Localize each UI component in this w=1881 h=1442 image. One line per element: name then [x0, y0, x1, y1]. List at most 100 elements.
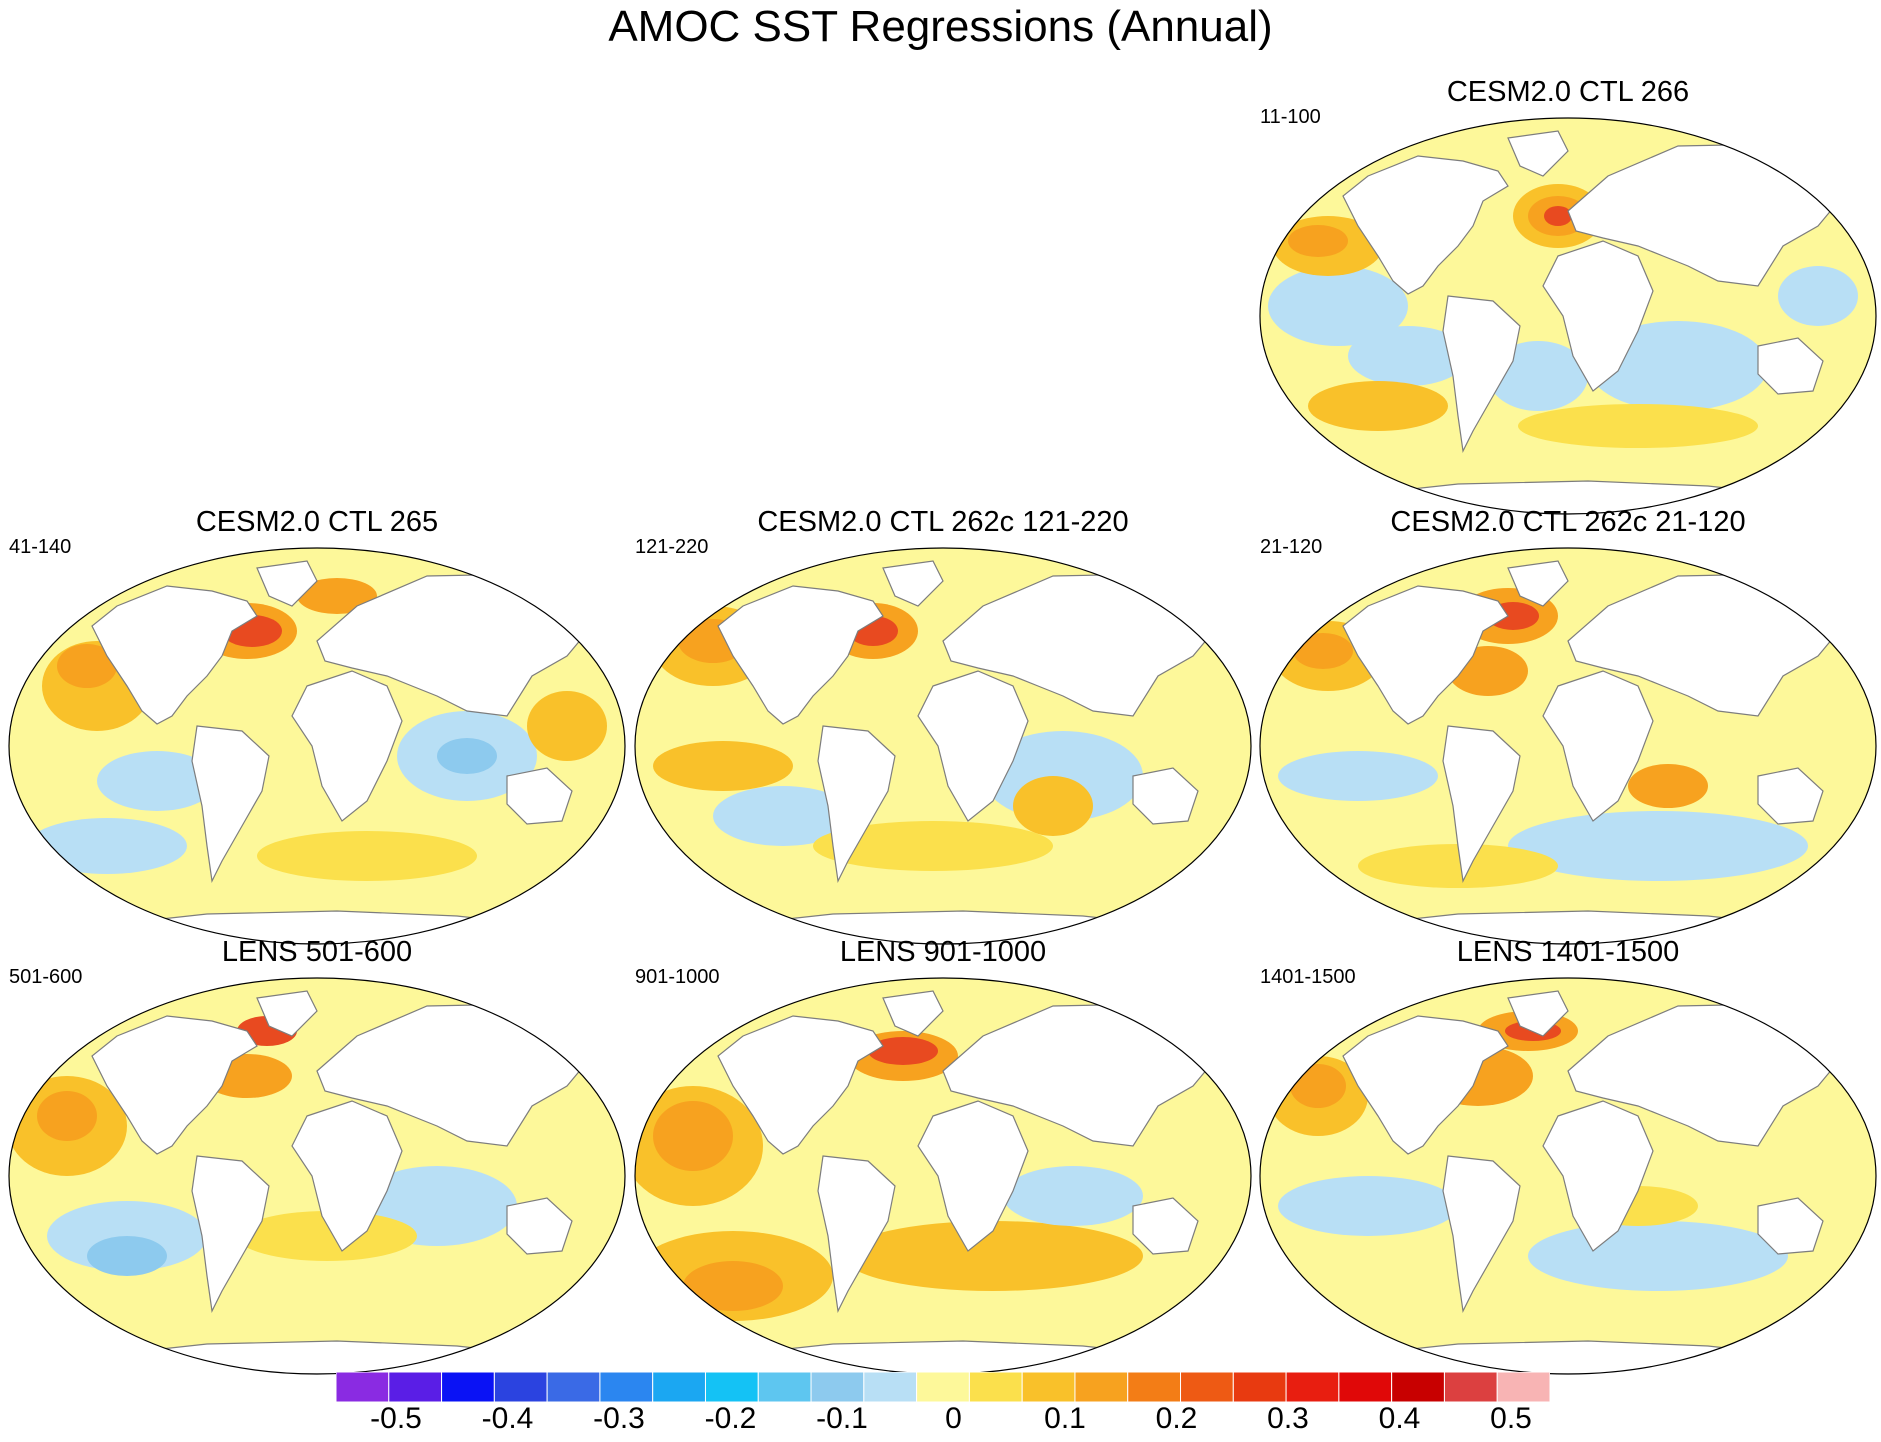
figure-title: AMOC SST Regressions (Annual): [608, 2, 1273, 51]
south-america-landmass: [191, 725, 270, 883]
greenland-landmass: [1507, 560, 1569, 607]
australia-landmass: [1757, 337, 1824, 395]
sst-anomaly-region: [813, 821, 1053, 871]
north-america-landmass: [717, 585, 884, 725]
australia-landmass: [506, 1197, 573, 1255]
panel-year-range: 121-220: [635, 536, 709, 558]
sst-anomaly-region: [527, 691, 607, 761]
panel-title: LENS 501-600: [221, 936, 413, 968]
colorbar-tick-label: -0.1: [816, 1402, 868, 1435]
map-panel-ctl262c-121: CESM2.0 CTL 262c 121-220 121-220: [633, 506, 1253, 946]
map-panel-lens501: LENS 501-600 501-600: [7, 936, 627, 1376]
sst-anomaly-region: [713, 786, 853, 846]
africa-landmass: [1542, 670, 1654, 822]
sst-anomaly-region: [843, 1221, 1143, 1291]
colorbar-swatch: [336, 1372, 390, 1402]
colorbar-swatch: [810, 1372, 865, 1402]
sst-anomaly-region: [1518, 404, 1758, 448]
colorbar-swatch: [1391, 1372, 1445, 1402]
greenland-landmass: [1507, 130, 1569, 177]
sst-field: [1260, 118, 1876, 514]
panel-title: CESM2.0 CTL 262c 21-120: [1390, 506, 1746, 538]
colorbar-swatch: [1232, 1372, 1287, 1402]
south-america-landmass: [1442, 295, 1521, 453]
sst-anomaly-region: [1288, 225, 1348, 257]
world-map: [1259, 977, 1877, 1375]
colorbar-tick-label: 0: [945, 1402, 962, 1435]
world-map: [8, 547, 626, 945]
world-map: [1259, 547, 1877, 945]
south-america-landmass: [817, 1155, 896, 1313]
australia-landmass: [1757, 1197, 1824, 1255]
colorbar-tick-label: -0.4: [481, 1402, 534, 1435]
sst-anomaly-region: [1628, 764, 1708, 808]
colorbar-swatch: [1021, 1372, 1076, 1402]
greenland-landmass: [882, 560, 944, 607]
north-america-landmass: [91, 1015, 258, 1155]
panel-year-range: 501-600: [9, 966, 83, 988]
panel-title: CESM2.0 CTL 265: [195, 506, 439, 538]
north-america-landmass: [91, 585, 258, 725]
antarctica-landmass: [690, 1340, 1195, 1374]
colorbar-swatch: [1496, 1372, 1550, 1402]
colorbar-swatch: [493, 1372, 548, 1402]
map-border: [8, 547, 626, 945]
panel-year-range: 901-1000: [635, 966, 720, 988]
colorbar-tick-label: -0.3: [593, 1402, 645, 1435]
colorbar-swatch: [1074, 1372, 1129, 1402]
map-panel-ctl262c-21: CESM2.0 CTL 262c 21-120 21-120: [1258, 506, 1878, 946]
colorbar-swatch: [916, 1372, 970, 1402]
australia-landmass: [1757, 767, 1824, 825]
colorbar-swatch: [599, 1372, 654, 1402]
sst-anomaly-region: [868, 1037, 938, 1065]
sst-anomaly-region: [1528, 1221, 1788, 1291]
sst-anomaly-region: [1308, 381, 1448, 431]
colorbar-tick-label: 0.1: [1044, 1402, 1086, 1435]
panel-title: LENS 1401-1500: [1456, 936, 1680, 968]
colorbar-swatch: [704, 1372, 759, 1402]
panel-title: LENS 901-1000: [839, 936, 1047, 968]
sst-anomaly-region: [1293, 633, 1353, 669]
north-america-landmass: [717, 1015, 884, 1155]
sst-anomaly-region: [57, 644, 117, 688]
world-map: [8, 977, 626, 1375]
colorbar: [336, 1372, 1550, 1402]
africa-landmass: [291, 670, 403, 822]
south-america-landmass: [817, 725, 896, 883]
south-america-landmass: [191, 1155, 270, 1313]
greenland-landmass: [256, 560, 318, 607]
colorbar-swatch: [1338, 1372, 1393, 1402]
south-america-landmass: [1442, 725, 1521, 883]
map-border: [634, 547, 1252, 945]
sst-anomaly-region: [1003, 1166, 1143, 1226]
greenland-landmass: [256, 990, 318, 1037]
map-border: [1259, 977, 1877, 1375]
colorbar-tick-label: -0.2: [704, 1402, 757, 1435]
map-border: [1259, 117, 1877, 515]
australia-landmass: [1132, 767, 1199, 825]
colorbar-swatch: [968, 1372, 1023, 1402]
sst-anomaly-region: [97, 751, 217, 811]
south-america-landmass: [1442, 1155, 1521, 1313]
world-map: [1259, 117, 1877, 515]
colorbar-swatch: [546, 1372, 601, 1402]
colorbar-tick-label: 0.4: [1378, 1402, 1421, 1435]
sst-anomaly-region: [237, 1211, 417, 1261]
africa-landmass: [291, 1100, 403, 1252]
sst-anomaly-region: [1778, 266, 1858, 326]
colorbar-swatch: [1180, 1372, 1234, 1402]
sst-anomaly-region: [683, 1261, 783, 1311]
sst-anomaly-region: [1508, 811, 1808, 881]
colorbar-tick-label: 0.5: [1490, 1402, 1532, 1435]
antarctica-landmass: [1315, 1340, 1820, 1374]
colorbar-tick-label: -0.5: [370, 1402, 422, 1435]
sst-anomaly-region: [653, 1101, 733, 1171]
colorbar-swatch: [757, 1372, 812, 1402]
sst-field: [1260, 978, 1876, 1374]
colorbar-swatch: [863, 1372, 918, 1402]
map-panel-ctl265: CESM2.0 CTL 265 41-140: [7, 506, 627, 946]
africa-landmass: [917, 670, 1029, 822]
sst-anomaly-region: [653, 741, 793, 791]
sst-anomaly-region: [1268, 266, 1408, 346]
colorbar-labels: -0.5 -0.4 -0.3 -0.2 -0.1 0 0.1 0.2 0.3 0.4 0.5: [0, 1402, 1881, 1442]
